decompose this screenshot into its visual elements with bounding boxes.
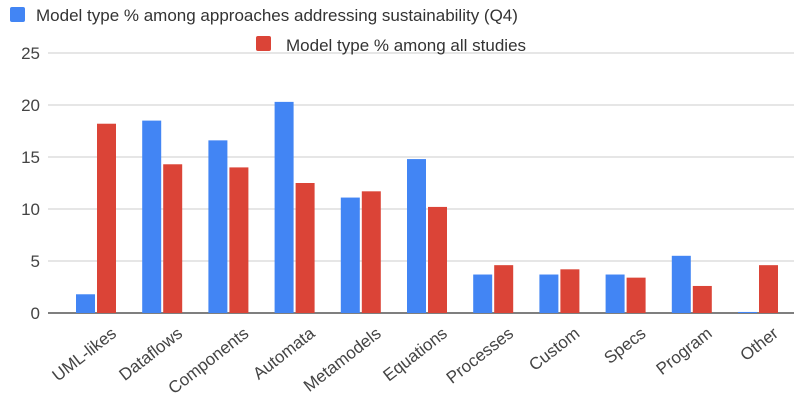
bar-sustainability-processes — [473, 274, 493, 313]
bar-all-studies-specs — [626, 277, 646, 313]
bar-all-studies-program — [692, 285, 712, 313]
bar-sustainability-other — [738, 311, 757, 313]
legend-label-sustainability: Model type % among approaches addressing… — [36, 6, 518, 25]
bar-sustainability-custom — [539, 274, 559, 313]
y-tick-label: 20 — [21, 96, 40, 115]
bar-all-studies-other — [759, 265, 778, 313]
y-tick-label: 5 — [31, 252, 40, 271]
y-tick-label: 10 — [21, 200, 40, 219]
bar-sustainability-equations — [407, 159, 426, 313]
x-category-label: Program — [653, 324, 716, 379]
bar-all-studies-dataflows — [163, 164, 183, 313]
bar-sustainability-program — [671, 255, 691, 313]
bar-sustainability-dataflows — [142, 120, 162, 313]
y-tick-label: 25 — [21, 44, 40, 63]
x-category-label: UML-likes — [49, 324, 120, 385]
bar-all-studies-metamodels — [361, 191, 381, 313]
x-category-label: Other — [737, 323, 782, 364]
x-category-label: Processes — [443, 324, 517, 388]
x-category-label: Custom — [525, 324, 583, 375]
y-axis-ticks: 0 5 10 15 20 25 — [21, 44, 40, 323]
bar-all-studies-custom — [560, 269, 580, 313]
y-tick-label: 15 — [21, 148, 40, 167]
bar-all-studies-automata — [295, 183, 315, 313]
bar-sustainability-uml-likes — [76, 294, 95, 313]
x-axis-categories: UML-likesDataflowsComponentsAutomataMeta… — [49, 323, 782, 398]
bar-all-studies-processes — [494, 265, 514, 313]
bar-all-studies-equations — [428, 206, 447, 313]
legend-label-all-studies: Model type % among all studies — [286, 36, 526, 55]
legend: Model type % among approaches addressing… — [10, 6, 526, 55]
bar-all-studies-uml-likes — [97, 123, 116, 313]
bar-all-studies-components — [229, 167, 249, 313]
bar-sustainability-specs — [605, 274, 625, 313]
legend-swatch-sustainability — [10, 7, 25, 22]
bars — [76, 101, 778, 313]
x-category-label: Specs — [601, 324, 650, 368]
y-tick-label: 0 — [31, 304, 40, 323]
bar-sustainability-automata — [274, 101, 294, 313]
legend-swatch-all-studies — [256, 36, 271, 51]
x-category-label: Equations — [380, 324, 451, 386]
bar-sustainability-metamodels — [340, 197, 360, 313]
bar-sustainability-components — [208, 140, 228, 313]
